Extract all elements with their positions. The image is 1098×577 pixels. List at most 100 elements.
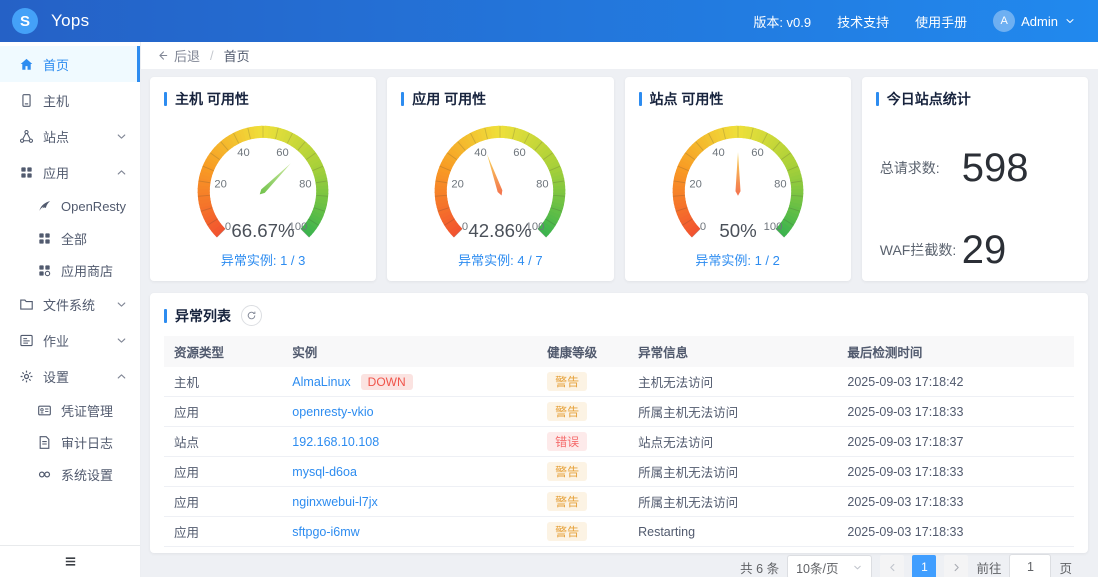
user-name: Admin <box>1021 13 1058 29</box>
svg-text:40: 40 <box>237 147 249 159</box>
sidebar-item-system-settings[interactable]: 系统设置 <box>0 458 140 490</box>
sidebar-item-sites[interactable]: 站点 <box>0 118 140 154</box>
svg-text:40: 40 <box>712 147 724 159</box>
sidebar-item-audit-log[interactable]: 审计日志 <box>0 426 140 458</box>
health-level-badge: 警告 <box>547 402 588 421</box>
table-row: 应用 nginxwebui-l7jx 警告 所属主机无法访问 2025-09-03 17… <box>164 486 1074 517</box>
abnormal-instances-link[interactable]: 异常实例: 1 / 3 <box>164 250 362 269</box>
breadcrumb: 后退 / 首页 <box>141 42 1098 69</box>
cell-last-check-time: 2025-09-03 17:18:33 <box>837 486 1074 517</box>
sidebar-item-apps-all[interactable]: 全部 <box>0 222 140 254</box>
page-number-button[interactable]: 1 <box>912 555 937 577</box>
gauge-card: 应用 可用性 0 20 40 60 80 100 42.86% 异常实例: 4 / 7 <box>387 77 614 281</box>
instance-link[interactable]: openresty-vkio <box>292 404 374 419</box>
files-icon <box>19 297 34 312</box>
cell-last-check-time: 2025-09-03 17:18:33 <box>837 456 1074 487</box>
manual-link[interactable]: 使用手册 <box>915 14 968 30</box>
availability-gauge: 0 20 40 60 80 100 50% <box>672 125 803 241</box>
back-label: 后退 <box>174 49 201 64</box>
app-logo-icon: S <box>12 8 38 34</box>
apps-icon <box>19 165 34 180</box>
svg-text:0: 0 <box>225 221 231 233</box>
arrow-left-icon <box>156 49 169 62</box>
site-icon <box>19 129 34 144</box>
page-size-select[interactable]: 10条/页 <box>787 555 873 577</box>
svg-text:20: 20 <box>452 178 464 190</box>
stat-row: WAF拦截数: 29 <box>876 227 1074 273</box>
top-header: S Yops 版本: v0.9 技术支持 使用手册 A Admin <box>0 0 1098 42</box>
prev-page-button[interactable] <box>880 555 905 577</box>
sidebar-item-hosts[interactable]: 主机 <box>0 82 140 118</box>
cell-health-level: 警告 <box>537 516 629 547</box>
sidebar-item-jobs[interactable]: 作业 <box>0 322 140 358</box>
title-accent-bar <box>164 92 167 106</box>
svg-text:66.67%: 66.67% <box>231 220 294 241</box>
version-label: 版本: v0.9 <box>753 14 812 30</box>
collapse-sidebar-button[interactable] <box>63 554 78 569</box>
abnormal-instances-link[interactable]: 异常实例: 4 / 7 <box>401 250 599 269</box>
abnormal-instances-link[interactable]: 异常实例: 1 / 2 <box>639 250 837 269</box>
user-menu[interactable]: A Admin <box>993 10 1076 32</box>
card-title: 主机 可用性 <box>164 89 362 109</box>
page-unit-label: 页 <box>1059 561 1072 576</box>
gauge-card: 站点 可用性 0 20 40 60 80 100 50% 异常实例: 1 / 2 <box>624 77 851 281</box>
cell-instance: mysql-d6oa <box>282 456 538 487</box>
store-icon <box>37 263 52 278</box>
sidebar-item-label: 主机 <box>43 93 70 109</box>
card-title: 站点 可用性 <box>638 89 837 109</box>
sidebar-item-openresty[interactable]: OpenResty <box>0 190 140 222</box>
column-header: 异常信息 <box>628 336 838 367</box>
breadcrumb-current: 首页 <box>223 49 250 64</box>
svg-text:0: 0 <box>462 221 468 233</box>
support-link[interactable]: 技术支持 <box>837 14 890 30</box>
cell-instance: sftpgo-i6mw <box>282 516 538 547</box>
stat-label: 总请求数: <box>879 160 940 176</box>
instance-link[interactable]: nginxwebui-l7jx <box>292 494 378 509</box>
sidebar-item-label: 凭证管理 <box>61 403 114 419</box>
svg-text:60: 60 <box>514 147 526 159</box>
cell-abnormal-info: Restarting <box>628 516 838 547</box>
sidebar-item-label: 审计日志 <box>61 435 114 451</box>
sidebar-item-home[interactable]: 首页 <box>0 46 140 82</box>
cell-health-level: 警告 <box>537 486 629 517</box>
svg-text:80: 80 <box>774 178 786 190</box>
sidebar-item-settings[interactable]: 设置 <box>0 358 140 394</box>
back-button[interactable]: 后退 <box>156 46 200 65</box>
abnormal-count: 1 / 3 <box>280 253 306 268</box>
next-page-button[interactable] <box>944 555 969 577</box>
cell-last-check-time: 2025-09-03 17:18:37 <box>837 426 1074 457</box>
cell-abnormal-info: 所属主机无法访问 <box>628 396 838 427</box>
summary-cards-row: 主机 可用性 0 20 40 60 80 100 66.67% 异常实例: 1 / 3 应用 可用… <box>150 77 1088 281</box>
sidebar-item-credentials[interactable]: 凭证管理 <box>0 394 140 426</box>
chevron-down-icon <box>115 130 128 143</box>
cell-instance: openresty-vkio <box>282 396 538 427</box>
instance-link[interactable]: AlmaLinux <box>292 374 351 389</box>
settings-icon <box>19 369 34 384</box>
instance-link[interactable]: mysql-d6oa <box>292 464 357 479</box>
sidebar-item-app-store[interactable]: 应用商店 <box>0 254 140 286</box>
abnormal-list-card: 异常列表 资源类型 实例 健康等级 异常信息 最后检测时间 主机 AlmaLinux DOW… <box>150 293 1088 577</box>
sidebar-item-label: 应用 <box>43 165 70 181</box>
cell-last-check-time: 2025-09-03 17:18:33 <box>837 516 1074 547</box>
down-tag: DOWN <box>360 373 413 390</box>
svg-text:20: 20 <box>689 178 701 190</box>
table-card-title: 异常列表 <box>164 305 1074 326</box>
sidebar-item-apps[interactable]: 应用 <box>0 154 140 190</box>
cell-resource-type: 主机 <box>164 367 283 397</box>
card-title-label: 站点 可用性 <box>649 91 724 107</box>
sidebar-item-label: 文件系统 <box>43 297 96 313</box>
instance-link[interactable]: 192.168.10.108 <box>292 434 380 449</box>
sidebar-item-label: 应用商店 <box>61 263 114 279</box>
goto-page-input[interactable] <box>1009 554 1052 577</box>
cell-health-level: 警告 <box>537 396 629 427</box>
svg-text:0: 0 <box>700 221 706 233</box>
abnormal-table: 资源类型 实例 健康等级 异常信息 最后检测时间 主机 AlmaLinux DOWN 警告 主机… <box>164 336 1074 547</box>
refresh-button[interactable] <box>241 305 262 326</box>
sidebar-item-label: 作业 <box>43 333 70 349</box>
title-accent-bar <box>401 92 405 106</box>
abnormal-label: 异常实例: <box>220 253 277 268</box>
sidebar-item-filesystem[interactable]: 文件系统 <box>0 286 140 322</box>
instance-link[interactable]: sftpgo-i6mw <box>292 524 360 539</box>
abnormal-count: 1 / 2 <box>754 253 780 268</box>
card-title-label: 今日站点统计 <box>886 91 971 107</box>
